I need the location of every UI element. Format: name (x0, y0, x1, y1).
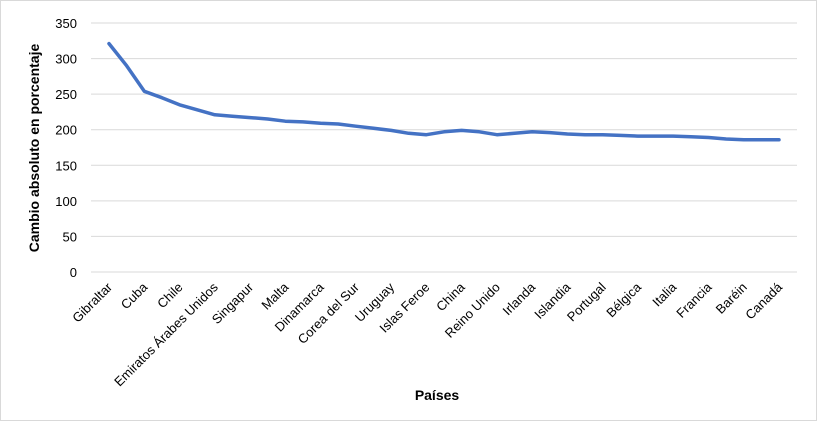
x-tick-label: Italia (649, 279, 680, 310)
x-tick-label: Bélgica (603, 279, 644, 320)
y-tick-label: 250 (55, 87, 77, 102)
y-tick-label: 100 (55, 194, 77, 209)
y-tick-label: 350 (55, 16, 77, 31)
series-layer (107, 41, 781, 142)
series-line-0 (107, 41, 781, 142)
x-tick-label: Portugal (564, 279, 609, 324)
x-tick-label: Canadá (742, 279, 785, 322)
y-tick-label: 150 (55, 158, 77, 173)
y-axis-tick-labels: 0 50 100 150 200 250 300 350 (55, 16, 77, 280)
y-axis-title: Cambio absoluto en porcentaje (26, 44, 42, 253)
y-tick-label: 300 (55, 52, 77, 67)
gridlines (91, 22, 797, 273)
x-tick-label: Francia (673, 279, 715, 321)
x-tick-label: Cuba (118, 279, 151, 312)
x-axis-title: Países (415, 387, 460, 403)
y-tick-label: 200 (55, 123, 77, 138)
y-tick-label: 0 (70, 265, 77, 280)
x-tick-label: Chile (154, 280, 186, 312)
y-tick-label: 50 (63, 229, 77, 244)
x-tick-label: Gibraltar (69, 279, 115, 325)
